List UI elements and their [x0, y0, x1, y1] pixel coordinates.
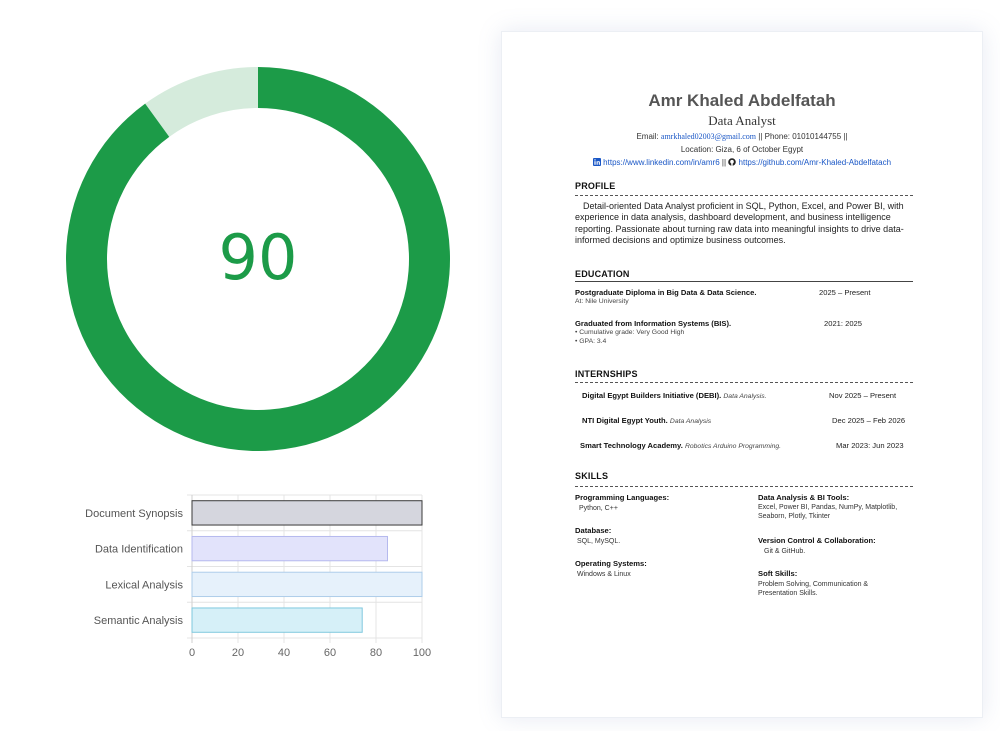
- category-label: Semantic Analysis: [94, 615, 184, 627]
- section-divider: [575, 382, 913, 383]
- skill-heading: Version Control & Collaboration:: [758, 536, 876, 545]
- section-title-skills: SKILLS: [575, 471, 609, 481]
- skill-heading: Soft Skills:: [758, 569, 798, 578]
- x-tick-label: 100: [413, 647, 431, 659]
- internship-date: Nov 2025 – Present: [829, 391, 897, 400]
- internship-date: Mar 2023: Jun 2023: [836, 441, 904, 450]
- section-divider: [575, 486, 913, 487]
- bar: [191, 607, 363, 633]
- links-separator: ||: [721, 158, 727, 167]
- score-donut-chart: 90: [66, 67, 450, 451]
- bar: [191, 571, 423, 598]
- resume-contact-line: Email: amrkhaled02003@gmail.com || Phone…: [502, 132, 982, 141]
- resume-preview[interactable]: Amr Khaled Abdelfatah Data Analyst Email…: [501, 31, 983, 718]
- skill-value: SQL, MySQL.: [577, 538, 621, 545]
- phone-text: || Phone: 01010144755 ||: [756, 132, 848, 141]
- education-detail: At: Nile University: [575, 298, 629, 305]
- x-tick-label: 80: [370, 647, 382, 659]
- linkedin-link[interactable]: https://www.linkedin.com/in/amr6: [603, 158, 720, 167]
- bar: [191, 500, 423, 526]
- skill-value: Git & GitHub.: [764, 548, 806, 555]
- skill-heading: Data Analysis & BI Tools:: [758, 493, 850, 502]
- internship-entry: NTI Digital Egypt Youth. Data Analysis: [582, 416, 711, 425]
- github-icon: [728, 158, 737, 166]
- education-detail: • Cumulative grade: Very Good High: [575, 329, 685, 336]
- skill-heading: Operating Systems:: [575, 559, 647, 568]
- resume-name: Amr Khaled Abdelfatah: [648, 91, 836, 110]
- skill-heading: Programming Languages:: [575, 493, 670, 502]
- internship-note: Data Analysis.: [723, 393, 767, 400]
- education-detail: • GPA: 3.4: [575, 338, 607, 345]
- score-donut: 90: [66, 67, 450, 451]
- category-label: Document Synopsis: [85, 508, 183, 520]
- internship-org: Digital Egypt Builders Initiative (DEBI)…: [582, 391, 722, 400]
- skill-value: Problem Solving, Communication & Present…: [758, 581, 869, 598]
- internship-date: Dec 2025 – Feb 2026: [832, 416, 906, 425]
- section-title-profile: PROFILE: [575, 181, 616, 191]
- skill-value: Windows & Linux: [577, 571, 631, 578]
- education-title: Graduated from Information Systems (BIS)…: [575, 319, 732, 328]
- score-track: [145, 67, 258, 137]
- section-title-education: EDUCATION: [575, 269, 630, 279]
- resume-links-line: https://www.linkedin.com/in/amr6 || http…: [502, 158, 982, 167]
- skill-value: Excel, Power BI, Pandas, NumPy, Matplotl…: [758, 504, 898, 521]
- email-link[interactable]: amrkhaled02003@gmail.com: [660, 132, 757, 141]
- profile-text: Detail-oriented Data Analyst proficient …: [575, 201, 904, 246]
- internship-note: Robotics Arduino Programming.: [684, 443, 782, 450]
- resume-location: Location: Giza, 6 of October Egypt: [680, 145, 804, 154]
- section-divider: [575, 281, 913, 282]
- internship-org: Smart Technology Academy.: [580, 441, 683, 450]
- education-title: Postgraduate Diploma in Big Data & Data …: [575, 288, 757, 297]
- resume-role: Data Analyst: [708, 113, 776, 128]
- linkedin-icon: [592, 158, 601, 166]
- bar: [191, 535, 388, 562]
- skill-heading: Database:: [575, 526, 612, 535]
- section-divider: [575, 195, 913, 196]
- analysis-bar-chart: 0 20 40 60 80 100 Document Synopsis Data Identi…: [60, 488, 450, 668]
- internship-entry: Smart Technology Academy. Robotics Ardui…: [580, 441, 781, 450]
- x-tick-label: 40: [278, 647, 290, 659]
- education-date: 2021: 2025: [824, 319, 863, 328]
- internship-note: Data Analysis: [669, 418, 712, 425]
- score-value: 90: [219, 221, 298, 294]
- github-link[interactable]: https://github.com/Amr-Khaled-Abdelfatac…: [738, 158, 892, 167]
- bar-chart-svg: 0 20 40 60 80 100 Document Synopsis Data Identi…: [85, 494, 431, 659]
- category-label: Lexical Analysis: [105, 579, 183, 591]
- skill-value: Python, C++: [579, 505, 618, 512]
- education-date: 2025 – Present: [819, 288, 871, 297]
- x-tick-label: 20: [232, 647, 244, 659]
- section-title-internships: INTERNSHIPS: [575, 369, 638, 379]
- email-prefix: Email:: [636, 132, 661, 141]
- internship-org: NTI Digital Egypt Youth.: [582, 416, 668, 425]
- x-tick-label: 60: [324, 647, 336, 659]
- internship-entry: Digital Egypt Builders Initiative (DEBI)…: [582, 391, 767, 400]
- category-label: Data Identification: [95, 544, 183, 556]
- x-tick-label: 0: [189, 647, 195, 659]
